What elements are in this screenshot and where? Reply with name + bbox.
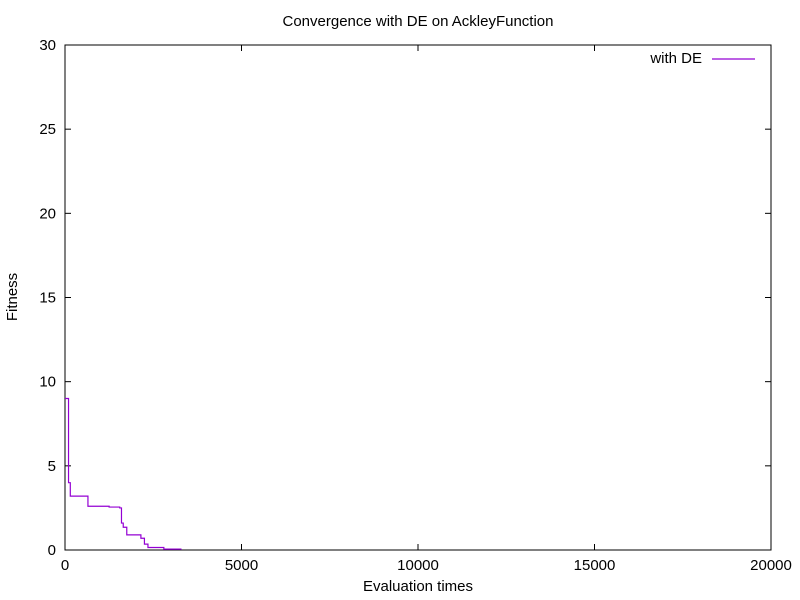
- y-tick-label: 25: [39, 121, 56, 138]
- plot-frame: [64, 44, 772, 551]
- x-ticks: 0 5000 10000 15000 20000: [61, 45, 792, 574]
- y-tick-label: 15: [39, 290, 56, 307]
- x-tick-label: 0: [61, 557, 69, 574]
- y-tick-label: 20: [39, 205, 56, 222]
- series-line: [65, 397, 182, 550]
- y-tick-label: 30: [39, 37, 56, 54]
- x-tick-label: 5000: [225, 557, 258, 574]
- y-ticks: 0 5 10 15 20 25 30: [39, 37, 771, 559]
- x-tick-label: 20000: [750, 557, 792, 574]
- x-axis-label: Evaluation times: [363, 578, 473, 595]
- y-tick-label: 5: [48, 458, 56, 475]
- y-tick-label: 10: [39, 374, 56, 391]
- x-tick-label: 10000: [397, 557, 439, 574]
- legend: with DE: [649, 50, 755, 67]
- chart-title: Convergence with DE on AckleyFunction: [283, 13, 554, 30]
- x-tick-label: 15000: [574, 557, 616, 574]
- y-axis-label: Fitness: [4, 273, 21, 321]
- legend-label: with DE: [649, 50, 702, 67]
- series-group: [65, 397, 182, 550]
- y-tick-label: 0: [48, 542, 56, 559]
